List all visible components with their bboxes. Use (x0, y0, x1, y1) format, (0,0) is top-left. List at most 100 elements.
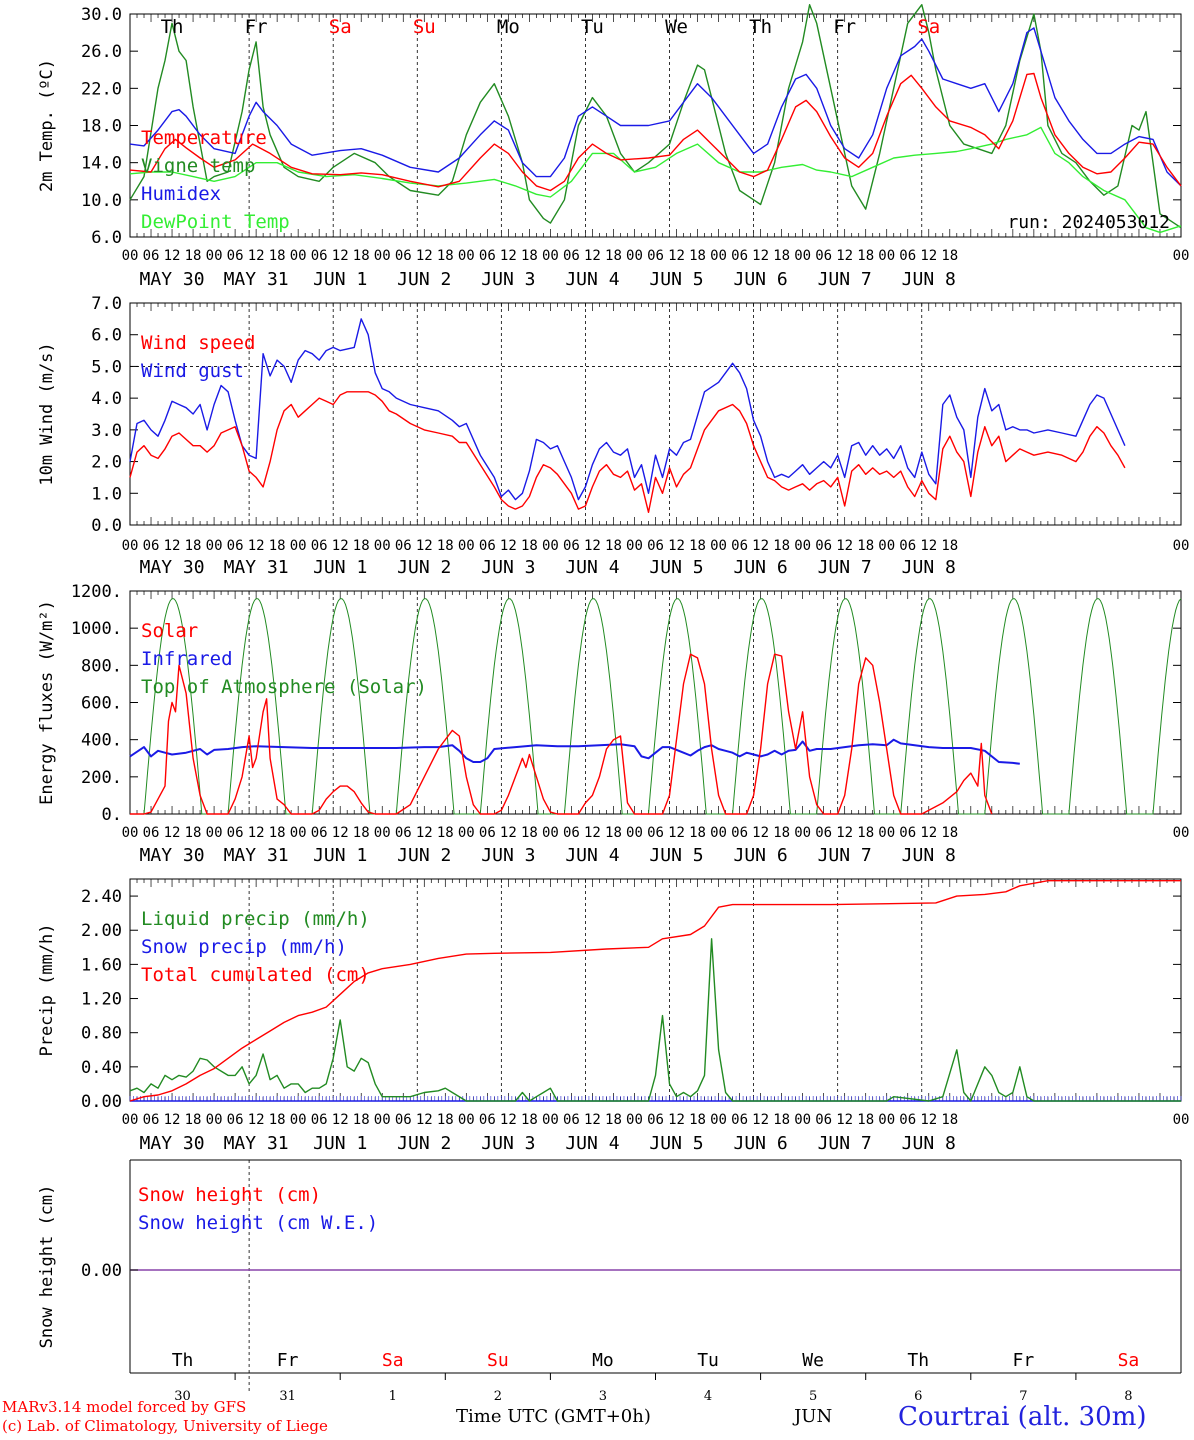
hour-tick-label: 12 (668, 248, 685, 264)
y-tick-label: 0.40 (81, 1058, 122, 1078)
day-number-label: 5 (809, 1389, 817, 1404)
hour-tick-label: 06 (143, 1112, 160, 1128)
weekday-label: Su (413, 16, 436, 38)
date-label: JUN 4 (565, 557, 619, 578)
hour-tick-label: 18 (941, 1112, 958, 1128)
hour-tick-label: 00 (878, 248, 895, 264)
y-tick-label: 1.0 (91, 484, 122, 504)
hour-tick-label: 06 (479, 538, 496, 554)
y-axis-label: Energy fluxes (W/m²) (37, 600, 57, 805)
date-label: JUN 1 (313, 557, 367, 578)
y-tick-label: 2.40 (81, 887, 122, 907)
hour-tick-label: 18 (521, 538, 538, 554)
series-top-of-atmosphere-solar (130, 598, 1182, 815)
hour-tick-label: 00 (290, 538, 307, 554)
hour-tick-label: 06 (815, 1112, 832, 1128)
day-number-label: 7 (1019, 1389, 1027, 1404)
hour-tick-label: 06 (479, 248, 496, 264)
hour-tick-label: 06 (899, 1112, 916, 1128)
hour-tick-label: 12 (248, 248, 265, 264)
date-label: MAY 31 (224, 1133, 289, 1154)
hour-tick-label: 12 (416, 538, 433, 554)
hour-tick-label: 18 (605, 1112, 622, 1128)
weekday-label: Fr (277, 1350, 299, 1371)
date-label: JUN 5 (649, 845, 703, 866)
weekday-label: Tu (697, 1350, 719, 1371)
hour-tick-label: 06 (563, 825, 580, 841)
hour-tick-label: 18 (269, 538, 286, 554)
hour-tick-label: 18 (689, 538, 706, 554)
series-wind-gust (129, 318, 1126, 501)
hour-tick-label: 18 (605, 538, 622, 554)
hour-tick-label: 00 (458, 825, 475, 841)
hour-tick-label: 18 (269, 1112, 286, 1128)
date-label: JUN 5 (649, 1133, 703, 1154)
hour-tick-label: 06 (143, 538, 160, 554)
credits: MARv3.14 model forced by GFS (c) Lab. of… (2, 1398, 328, 1436)
hour-tick-label: 06 (563, 538, 580, 554)
hour-tick-label: 00 (206, 538, 223, 554)
hour-tick-label: 12 (920, 248, 937, 264)
hour-tick-label: 12 (332, 248, 349, 264)
hour-tick-label: 06 (899, 538, 916, 554)
hour-tick-label: 18 (941, 538, 958, 554)
lab-credit: (c) Lab. of Climatology, University of L… (2, 1417, 328, 1435)
series-infrared (129, 738, 1020, 765)
hour-tick-label: 06 (563, 1112, 580, 1128)
hour-tick-label: 18 (353, 1112, 370, 1128)
date-label: JUN 1 (313, 269, 367, 290)
hour-tick-label: 00 (626, 538, 643, 554)
legend-entry: Vigne temp (141, 155, 255, 177)
hour-tick-label: 18 (521, 248, 538, 264)
hour-tick-label: 06 (815, 248, 832, 264)
hour-tick-label: 18 (857, 248, 874, 264)
hour-tick-label: 00 (206, 1112, 223, 1128)
station-name: Courtrai (alt. 30m) (898, 1402, 1147, 1432)
date-label: JUN 5 (649, 557, 703, 578)
y-tick-label: 6.0 (91, 326, 122, 346)
weekday-label: Mo (592, 1350, 614, 1371)
weekday-label: Fr (833, 16, 856, 38)
hour-tick-label: 12 (500, 825, 517, 841)
hour-tick-label: 12 (668, 538, 685, 554)
series-liquid-precip-mm-h (129, 938, 1181, 1102)
hour-tick-label: 12 (332, 825, 349, 841)
day-number-label: 30 (174, 1389, 191, 1404)
hour-tick-label: 12 (920, 538, 937, 554)
date-label: JUN 3 (481, 845, 535, 866)
y-tick-label: 14.0 (81, 154, 122, 174)
series-solar (130, 653, 993, 815)
date-label: JUN 7 (818, 557, 872, 578)
hour-tick-label: 12 (668, 825, 685, 841)
hour-tick-label: 12 (248, 538, 265, 554)
hour-tick-label: 06 (227, 538, 244, 554)
hour-tick-label: 06 (731, 1112, 748, 1128)
hour-tick-label: 00 (710, 1112, 727, 1128)
hour-tick-label: 00 (374, 1112, 391, 1128)
weekday-label: Mo (497, 16, 520, 38)
hour-tick-label: 00 (374, 825, 391, 841)
hour-tick-label: 06 (647, 248, 664, 264)
hour-tick-label: 06 (647, 538, 664, 554)
date-label: JUN 1 (313, 845, 367, 866)
hour-tick-label: 06 (311, 248, 328, 264)
hour-tick-label: 12 (500, 538, 517, 554)
hour-tick-label: 00 (1173, 538, 1190, 554)
hour-tick-label: 06 (815, 538, 832, 554)
hour-tick-label: 00 (122, 825, 139, 841)
hour-tick-label: 00 (290, 1112, 307, 1128)
weekday-label: Sa (1118, 1350, 1140, 1371)
hour-tick-label: 18 (437, 1112, 454, 1128)
hour-tick-label: 00 (794, 825, 811, 841)
y-tick-label: 400. (81, 731, 122, 751)
plot-frame (129, 302, 1182, 526)
hour-tick-label: 00 (374, 538, 391, 554)
y-tick-label: 5.0 (91, 357, 122, 377)
legend-entry: Humidex (141, 183, 221, 205)
weekday-label: Su (487, 1350, 509, 1371)
hour-tick-label: 18 (857, 538, 874, 554)
y-tick-label: 4.0 (91, 389, 122, 409)
hour-tick-label: 00 (122, 1112, 139, 1128)
legend-entry: Total cumulated (cm) (141, 964, 370, 986)
hour-tick-label: 18 (185, 1112, 202, 1128)
